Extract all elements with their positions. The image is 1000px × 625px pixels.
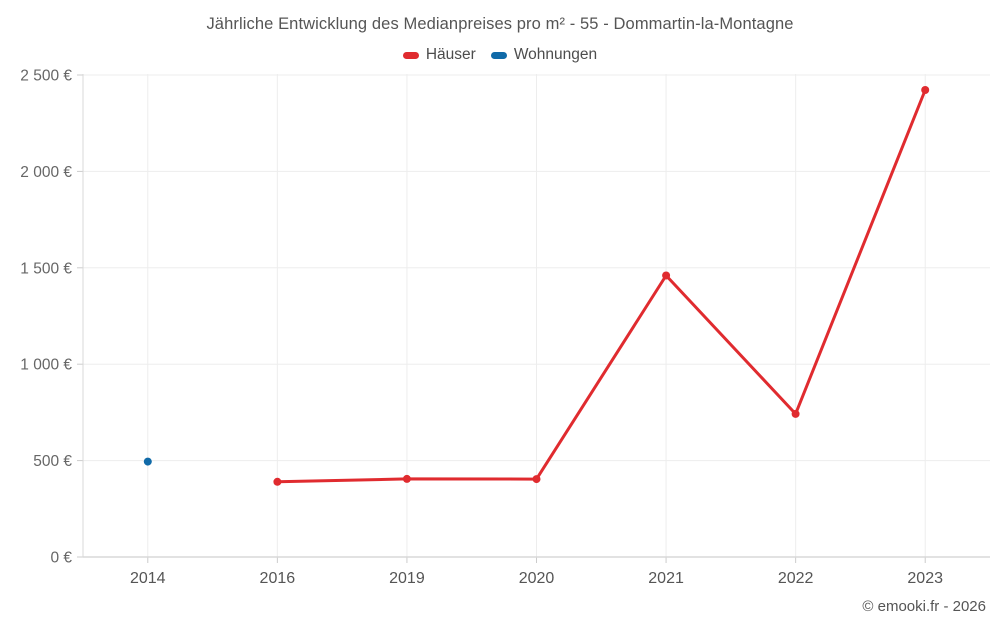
y-tick-label-500: 500 € xyxy=(33,453,72,470)
data-point-häuser-2020[interactable] xyxy=(532,475,541,484)
data-point-häuser-2021[interactable] xyxy=(662,271,671,280)
data-point-häuser-2019[interactable] xyxy=(402,474,411,483)
x-tick-label-2021: 2021 xyxy=(648,570,684,587)
data-point-häuser-2016[interactable] xyxy=(273,477,282,486)
y-tick-label-1500: 1 500 € xyxy=(20,260,72,277)
data-point-wohnungen-2014[interactable] xyxy=(143,457,152,466)
data-point-häuser-2023[interactable] xyxy=(921,86,930,94)
legend-label-hauser: Häuser xyxy=(425,46,476,63)
data-point-häuser-2022[interactable] xyxy=(791,409,800,418)
legend-label-wohnungen: Wohnungen xyxy=(513,46,598,63)
y-tick-label-1000: 1 000 € xyxy=(20,357,72,374)
legend-item-hauser[interactable]: Häuser xyxy=(402,46,476,64)
y-tick-label-0: 0 € xyxy=(50,550,72,567)
legend-marker-wohnungen-icon xyxy=(490,51,507,59)
x-tick-label-2016: 2016 xyxy=(260,570,296,587)
x-tick-label-2014: 2014 xyxy=(130,570,166,587)
legend-marker-hauser-icon xyxy=(402,51,419,59)
x-tick-label-2019: 2019 xyxy=(389,570,425,587)
x-tick-label-2023: 2023 xyxy=(907,570,943,587)
chart-legend: Häuser Wohnungen xyxy=(0,46,1000,64)
y-tick-label-2500: 2 500 € xyxy=(20,68,72,85)
series-line-häuser xyxy=(275,88,927,484)
x-tick-label-2022: 2022 xyxy=(778,570,814,587)
chart-title: Jährliche Entwicklung des Medianpreises … xyxy=(206,15,794,33)
credits-link[interactable]: © emooki.fr - 2026 xyxy=(862,598,986,615)
legend-item-wohnungen[interactable]: Wohnungen xyxy=(490,46,598,64)
y-tick-label-2000: 2 000 € xyxy=(20,164,72,181)
x-tick-label-2020: 2020 xyxy=(519,570,555,587)
